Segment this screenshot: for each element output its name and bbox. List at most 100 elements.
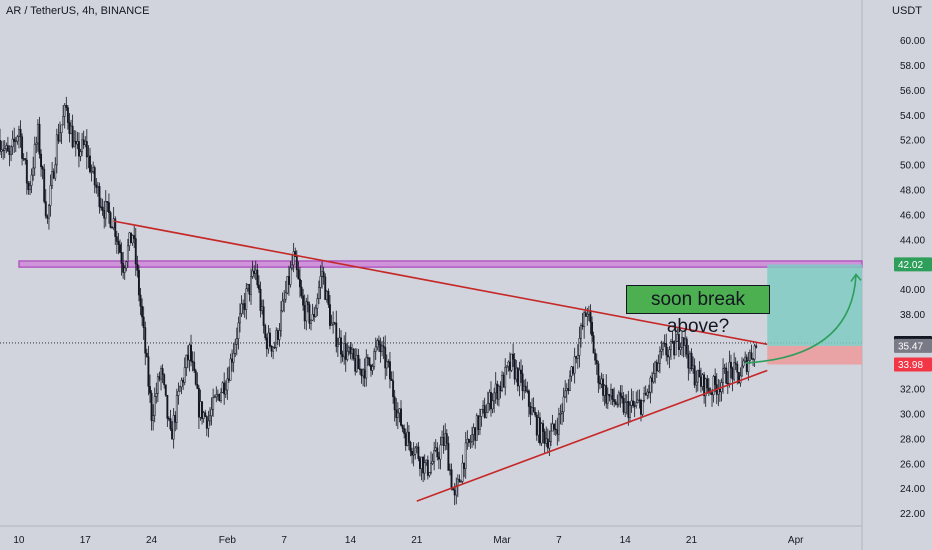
candle-body xyxy=(84,141,87,146)
candle-body xyxy=(600,378,603,385)
x-tick-label: Apr xyxy=(788,535,804,546)
candle-body xyxy=(207,420,210,429)
candle-body xyxy=(568,375,571,391)
x-tick-label: 14 xyxy=(345,535,357,546)
candle-body xyxy=(123,267,126,273)
candle-body xyxy=(542,423,545,432)
candle-body xyxy=(194,370,197,385)
candle-body xyxy=(673,341,676,356)
candle-body xyxy=(152,415,155,421)
candle-body xyxy=(677,334,680,350)
candle-body xyxy=(701,374,704,387)
candle-body xyxy=(497,385,500,400)
candle-body xyxy=(3,148,6,151)
candle-body xyxy=(730,361,732,369)
candle-body xyxy=(14,140,17,143)
y-tick-label: 32.00 xyxy=(900,385,925,396)
annotation-callout[interactable]: soon break above? xyxy=(626,285,770,337)
candle-body xyxy=(407,431,410,443)
candle-body xyxy=(610,389,612,397)
candle-body xyxy=(535,414,538,436)
candle-body xyxy=(733,362,736,380)
candle-body xyxy=(130,232,132,244)
y-tick-label: 28.00 xyxy=(900,434,925,445)
candle-body xyxy=(584,312,587,317)
candle-body xyxy=(471,434,473,442)
candle-body xyxy=(49,185,52,206)
candle-body xyxy=(273,347,276,349)
candle-body xyxy=(418,458,421,469)
candle-body xyxy=(695,381,698,386)
candle-body xyxy=(622,397,625,413)
candle-body xyxy=(513,359,516,380)
candle-body xyxy=(368,357,371,366)
candle-body xyxy=(164,384,167,396)
candle-body xyxy=(180,380,183,388)
candle-body xyxy=(504,367,507,388)
y-tick-label: 56.00 xyxy=(900,86,925,97)
candle-body xyxy=(436,447,439,458)
candle-body xyxy=(191,360,194,363)
candle-body xyxy=(104,201,107,219)
candle-body xyxy=(57,134,60,142)
candle-body xyxy=(306,301,309,305)
candle-body xyxy=(426,459,429,476)
candle-body xyxy=(275,330,278,348)
candle-body xyxy=(6,145,9,152)
candle-body xyxy=(149,386,151,394)
candle-body xyxy=(598,382,601,385)
candle-body xyxy=(512,353,515,360)
candle-body xyxy=(508,361,511,371)
candle-body xyxy=(447,442,450,471)
candle-body xyxy=(387,361,390,363)
candle-body xyxy=(576,355,579,359)
candle-body xyxy=(412,453,415,456)
candle-body xyxy=(396,412,399,418)
candle-body xyxy=(617,392,620,405)
candle-body xyxy=(79,151,82,157)
candle-body xyxy=(540,423,543,444)
candle-body xyxy=(156,376,159,394)
candle-body xyxy=(332,322,335,325)
candle-body xyxy=(223,382,226,395)
candle-body xyxy=(90,171,93,173)
y-tick-label: 24.00 xyxy=(900,484,925,495)
candle-body xyxy=(193,361,196,371)
candle-body xyxy=(377,340,380,345)
candle-body xyxy=(243,303,246,310)
candle-body xyxy=(420,456,423,469)
candle-body xyxy=(573,356,576,374)
candle-body xyxy=(395,409,398,418)
candle-body xyxy=(554,428,557,431)
candle-body xyxy=(202,412,205,419)
candle-body xyxy=(250,276,252,295)
candle-body xyxy=(718,388,721,393)
candle-body xyxy=(406,431,409,446)
candle-body xyxy=(415,446,418,449)
candle-body xyxy=(60,124,63,133)
candle-body xyxy=(310,319,312,324)
y-tick-label: 38.00 xyxy=(900,310,925,321)
candle-body xyxy=(327,291,330,305)
x-tick-label: 7 xyxy=(281,535,287,546)
candle-body xyxy=(177,390,180,396)
candle-body xyxy=(510,353,513,371)
candle-body xyxy=(163,374,166,386)
candle-body xyxy=(663,343,666,345)
candle-body xyxy=(74,140,77,145)
candle-body xyxy=(52,171,55,179)
candle-body xyxy=(87,155,90,158)
candle-body xyxy=(231,358,234,363)
candle-body xyxy=(333,322,336,324)
candle-body xyxy=(5,145,8,149)
candle-body xyxy=(272,347,275,352)
candle-body xyxy=(229,358,232,381)
candle-body xyxy=(303,305,306,322)
candle-body xyxy=(550,430,552,443)
candle-body xyxy=(0,139,1,152)
candle-body xyxy=(423,462,426,474)
candle-body xyxy=(688,352,691,369)
candle-body xyxy=(431,461,434,464)
candle-body xyxy=(117,241,120,245)
